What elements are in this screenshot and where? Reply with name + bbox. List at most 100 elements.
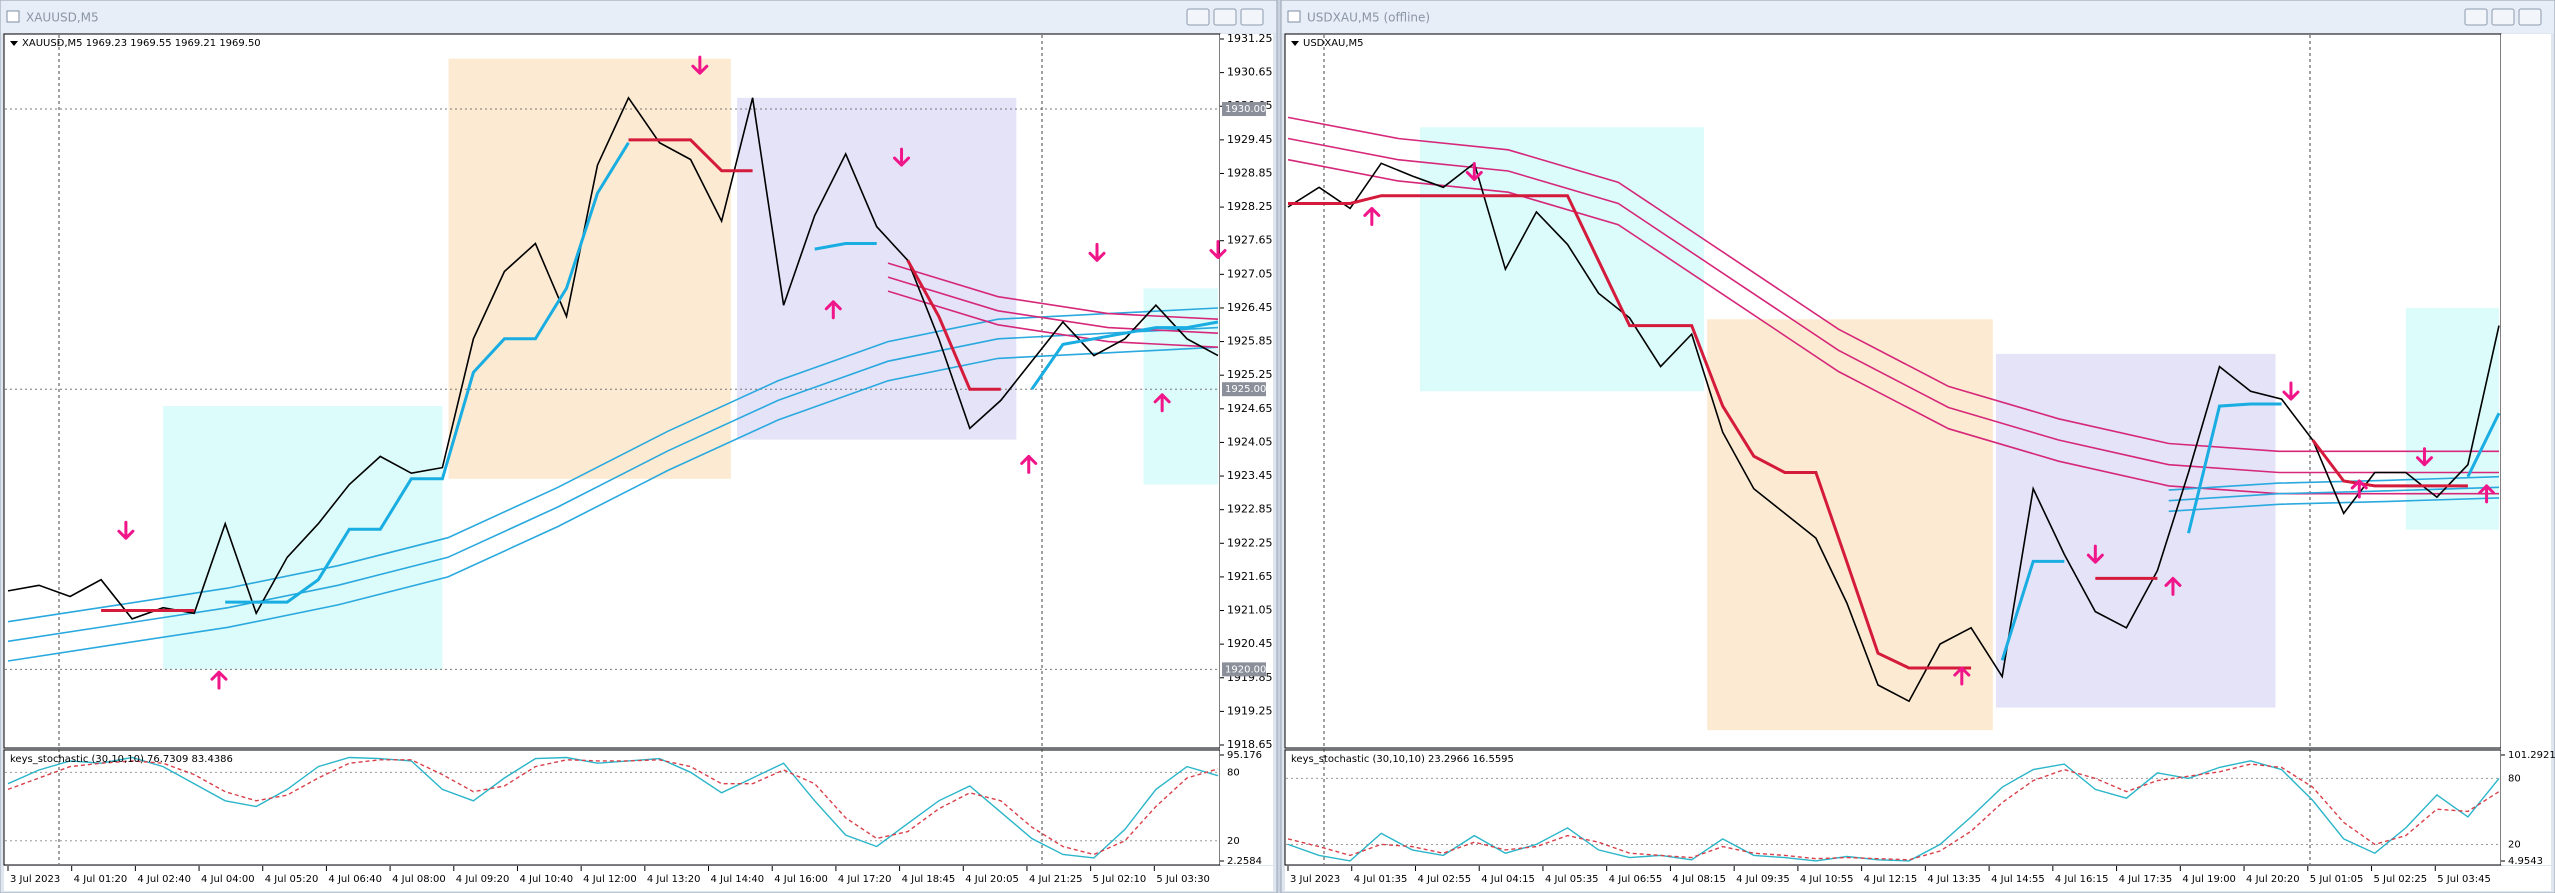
time-label: 4 Jul 04:15: [1481, 874, 1535, 885]
price-tick-label: 1928.25: [1227, 200, 1273, 213]
time-label: 4 Jul 10:55: [1800, 874, 1854, 885]
price-tick-label: 1922.85: [1227, 503, 1273, 516]
window-title: XAUUSD,M5: [26, 11, 99, 25]
price-tick-label: 1918.65: [1227, 738, 1273, 751]
signal-zone: [2405, 307, 2499, 530]
signal-zone: [1707, 319, 1993, 731]
time-label: 4 Jul 01:35: [1354, 874, 1408, 885]
time-label: 4 Jul 17:35: [2119, 874, 2173, 885]
signal-arrow: [117, 520, 135, 540]
signal-zone: [1995, 353, 2276, 708]
envelope-line: [1287, 137, 2499, 474]
window-title: USDXAU,M5 (offline): [1307, 11, 1430, 25]
indicator-tick-label: 20: [2508, 839, 2521, 850]
time-label: 4 Jul 14:40: [711, 874, 765, 885]
price-tick-label: 1925.85: [1227, 335, 1273, 348]
time-label: 4 Jul 19:00: [2182, 874, 2236, 885]
level-label: 1920.00: [1225, 664, 1266, 675]
indicator-tick-label: 101.2921: [2508, 750, 2555, 761]
price-tick-label: 1924.65: [1227, 402, 1273, 415]
time-label: 4 Jul 17:20: [838, 874, 892, 885]
maximize-button[interactable]: [1213, 8, 1237, 26]
chart-header: XAUUSD,M5 1969.23 1969.55 1969.21 1969.5…: [22, 38, 261, 49]
signal-arrow: [691, 55, 709, 75]
envelope-line: [2168, 497, 2500, 513]
envelope-line: [887, 262, 1219, 320]
time-label: 5 Jul 01:05: [2310, 874, 2364, 885]
envelope-line: [1287, 116, 2499, 453]
price-tick-label: 1928.85: [1227, 166, 1273, 179]
signal-zone: [1143, 288, 1218, 485]
time-label: 4 Jul 09:35: [1736, 874, 1790, 885]
trailing-stop: [1288, 194, 2468, 670]
time-label: 5 Jul 03:30: [1156, 874, 1210, 885]
time-axis: [1285, 866, 2551, 891]
price-line: [7, 96, 1219, 620]
indicator-tick-label: 20: [1227, 836, 1240, 847]
price-tick-label: 1931.25: [1227, 32, 1273, 45]
price-tick-label: 1919.25: [1227, 704, 1273, 717]
time-label: 5 Jul 03:45: [2437, 874, 2491, 885]
price-line: [1287, 161, 2500, 703]
envelope-line: [7, 346, 1219, 662]
time-label: 4 Jul 13:35: [1927, 874, 1981, 885]
close-button[interactable]: [1240, 8, 1264, 26]
close-button[interactable]: [2518, 8, 2542, 26]
stochastic-line: [7, 759, 1219, 856]
level-label-bg: [1222, 382, 1266, 397]
signal-arrow: [1088, 242, 1106, 262]
minimize-button[interactable]: [2464, 8, 2488, 26]
indicator-tick-label: 80: [1227, 767, 1240, 778]
time-label: 4 Jul 02:40: [137, 874, 191, 885]
price-tick-label: 1925.25: [1227, 368, 1273, 381]
level-label-bg: [1222, 102, 1266, 117]
signal-zone: [737, 97, 1017, 440]
indicator-tick-label: 4.9543: [2508, 856, 2543, 867]
indicator-pane: [3, 749, 1221, 866]
price-tick-label: 1921.65: [1227, 570, 1273, 583]
time-label: 4 Jul 08:00: [392, 874, 446, 885]
signal-arrow: [2350, 479, 2368, 499]
time-label: 4 Jul 14:55: [1991, 874, 2045, 885]
maximize-button[interactable]: [2491, 8, 2515, 26]
price-tick-label: 1923.45: [1227, 469, 1273, 482]
time-label: 4 Jul 09:20: [456, 874, 510, 885]
level-label: 1930.00: [1225, 104, 1266, 115]
time-label: 4 Jul 06:55: [1609, 874, 1663, 885]
time-axis: [4, 866, 1273, 891]
title-bar: [1, 1, 1276, 33]
time-label: 5 Jul 02:25: [2374, 874, 2428, 885]
chart-header: USDXAU,M5: [1303, 38, 1364, 49]
price-tick-label: 1921.05: [1227, 604, 1273, 617]
signal-arrow: [1465, 161, 1483, 181]
signal-arrow: [2415, 447, 2433, 467]
time-label: 4 Jul 02:55: [1417, 874, 1471, 885]
time-label: 4 Jul 10:40: [519, 874, 573, 885]
time-label: 4 Jul 12:15: [1864, 874, 1918, 885]
envelope-line: [7, 326, 1219, 643]
time-label: 4 Jul 01:20: [74, 874, 128, 885]
time-label: 3 Jul 2023: [1290, 874, 1340, 885]
minimize-button[interactable]: [1186, 8, 1210, 26]
price-tick-label: 1920.45: [1227, 637, 1273, 650]
chart-window: XAUUSD,M51931.251930.651930.051929.45192…: [0, 0, 1278, 893]
price-tick-label: 1924.05: [1227, 435, 1273, 448]
title-bar: [1282, 1, 2554, 33]
indicator-tick-label: 95.176: [1227, 750, 1262, 761]
indicator-label: keys_stochastic (30,10,10) 23.2966 16.55…: [1291, 754, 1514, 765]
signal-arrow: [2478, 484, 2496, 504]
time-label: 4 Jul 06:40: [328, 874, 382, 885]
price-axis: [1220, 34, 1273, 865]
time-label: 4 Jul 08:15: [1672, 874, 1726, 885]
signal-arrow: [2164, 576, 2182, 596]
signal-arrow: [2282, 381, 2300, 401]
time-label: 4 Jul 05:35: [1545, 874, 1599, 885]
price-tick-label: 1927.05: [1227, 267, 1273, 280]
level-label: 1925.00: [1225, 384, 1266, 395]
price-tick-label: 1927.65: [1227, 234, 1273, 247]
signal-arrow: [893, 147, 911, 167]
time-label: 3 Jul 2023: [10, 874, 60, 885]
price-tick-label: 1930.65: [1227, 66, 1273, 79]
signal-arrow: [824, 300, 842, 320]
